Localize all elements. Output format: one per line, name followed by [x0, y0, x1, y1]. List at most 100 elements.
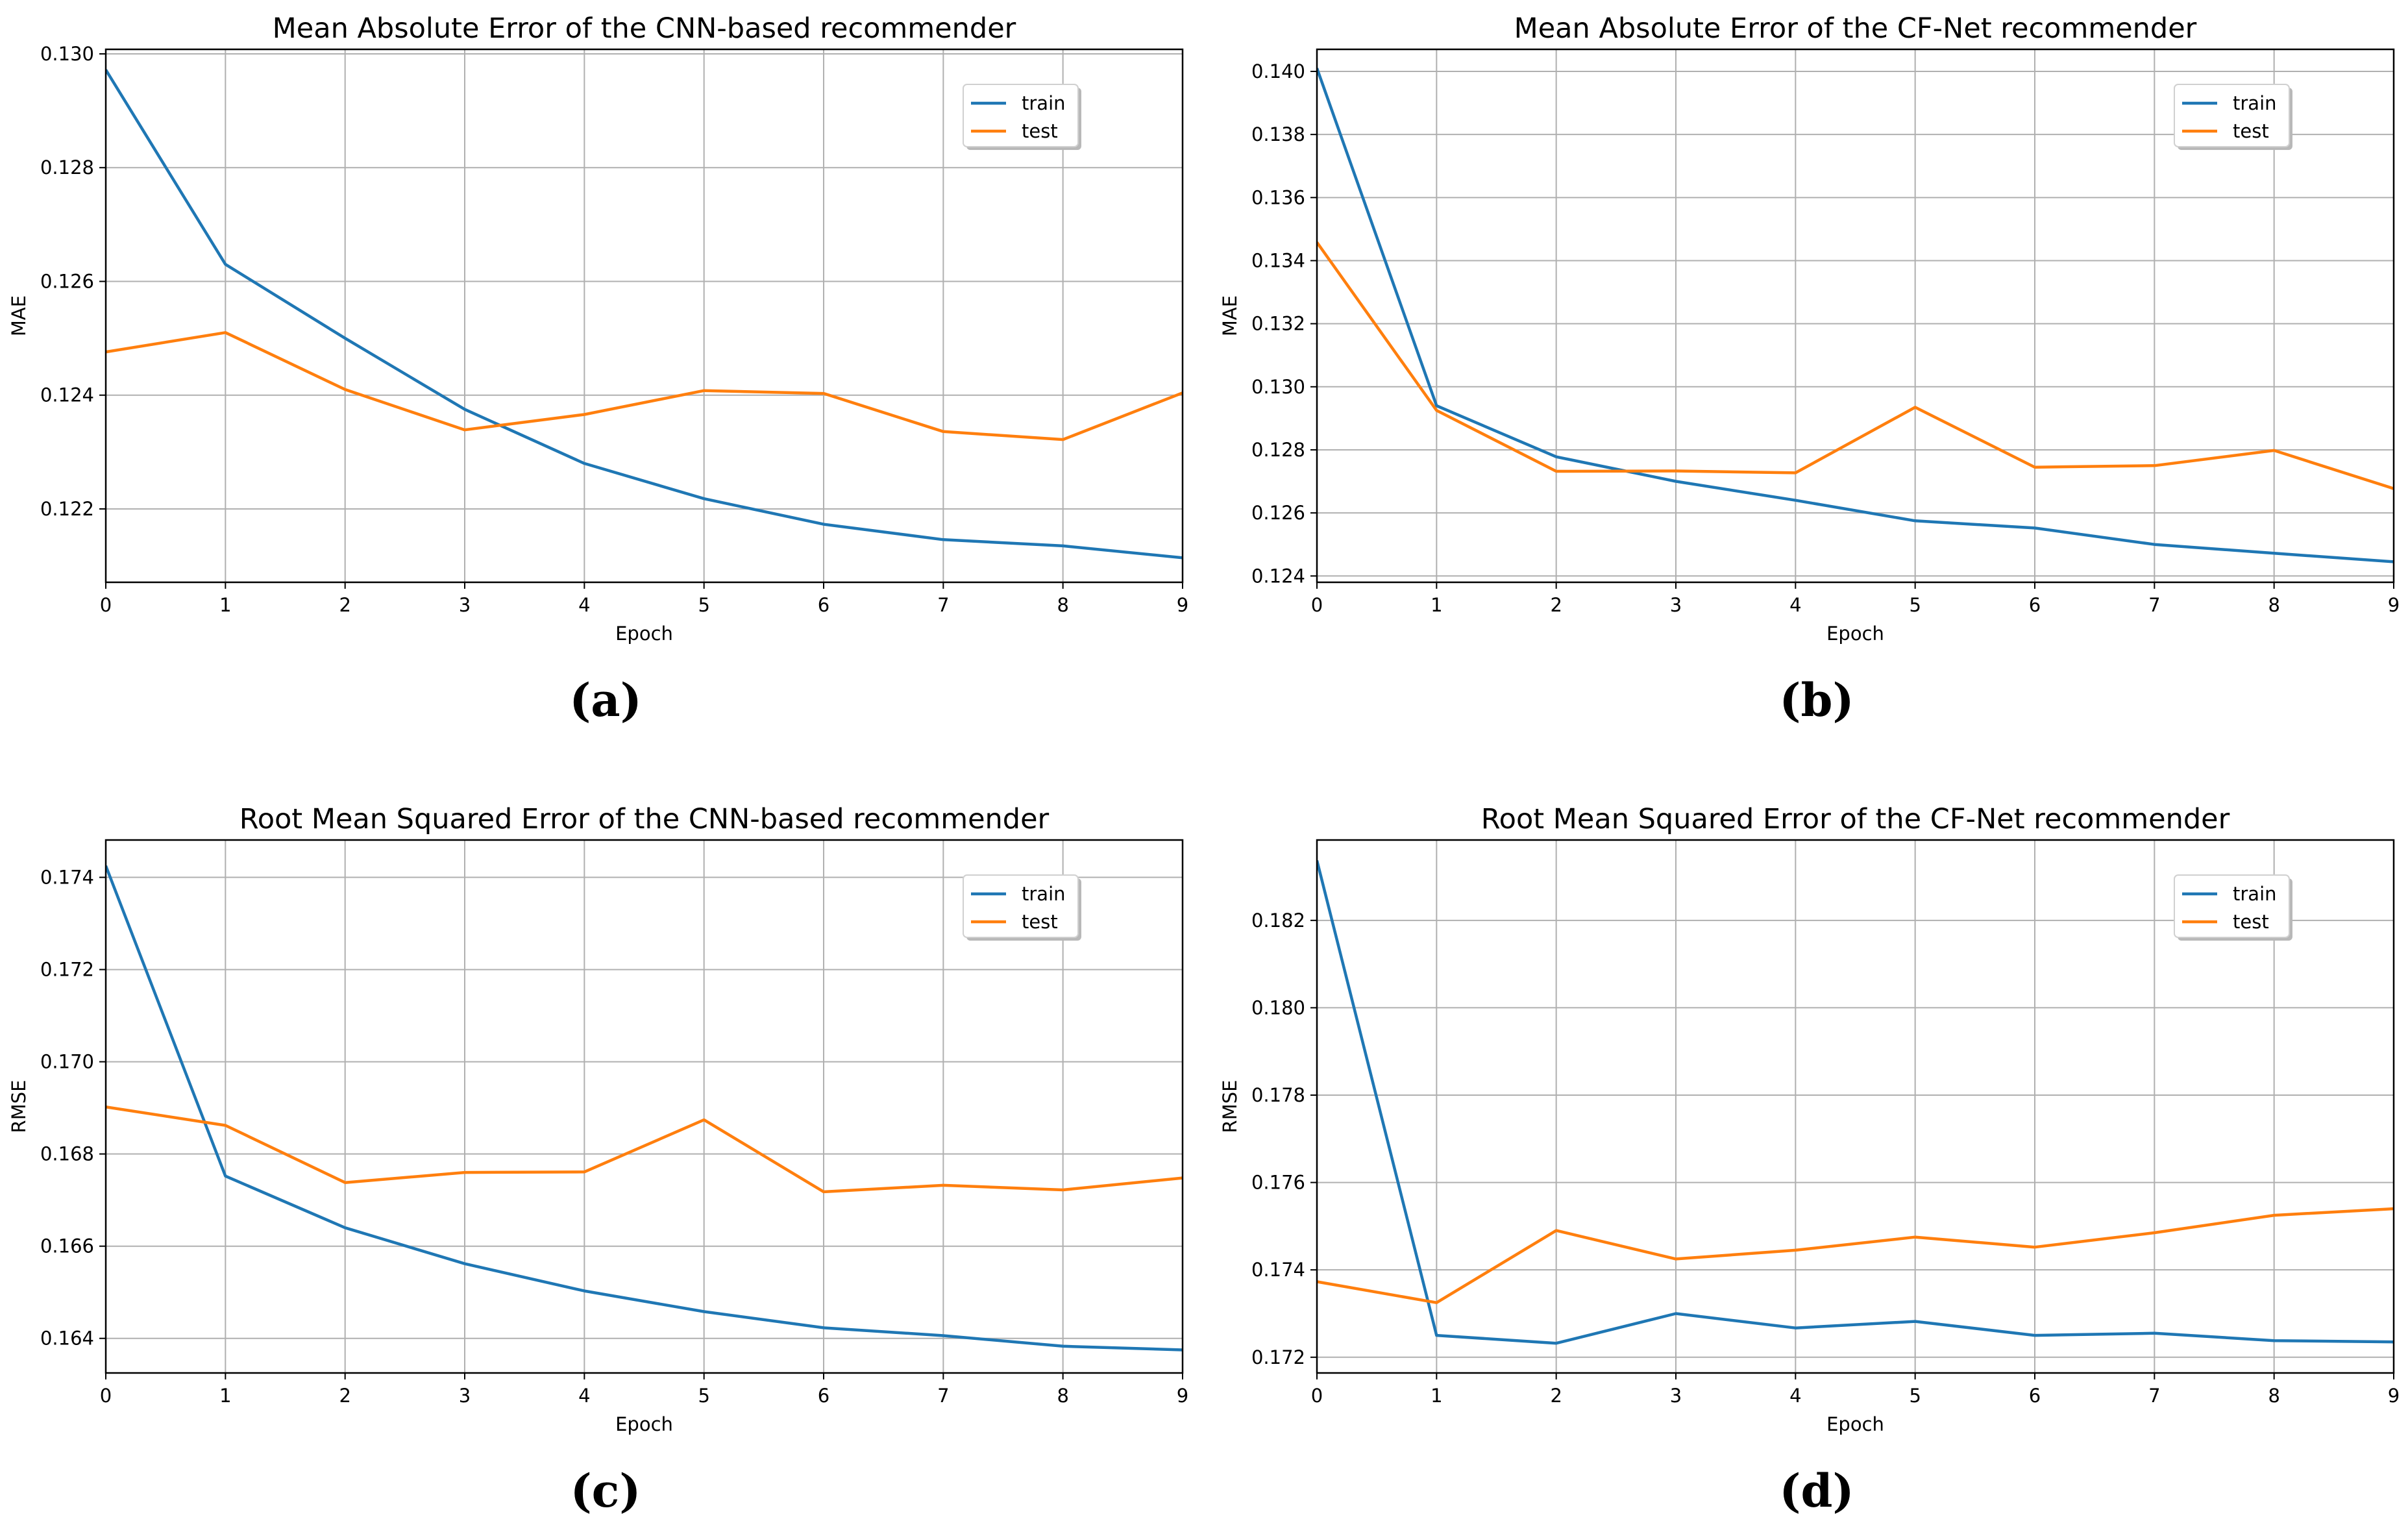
x-tick-label-d-0: 0: [1311, 1385, 1323, 1407]
series-line-c-train: [106, 865, 1183, 1352]
x-tick-label-a-7: 7: [937, 594, 949, 616]
legend-label-d-test: test: [2233, 911, 2269, 933]
y-axis-label-c: RMSE: [8, 1080, 30, 1133]
y-tick-label-b-7: 0.138: [1251, 123, 1305, 145]
series-line-d-test: [1317, 1207, 2394, 1304]
y-tick-label-b-0: 0.124: [1251, 565, 1305, 587]
x-tick-label-b-8: 8: [2268, 594, 2279, 616]
legend-label-a-train: train: [1022, 92, 1066, 114]
y-tick-label-b-4: 0.132: [1251, 313, 1305, 335]
axes-frame-a: [104, 48, 1184, 584]
x-axis-label-c: Epoch: [615, 1413, 673, 1435]
chart-title-a: Mean Absolute Error of the CNN-based rec…: [273, 12, 1016, 45]
x-tick-label-c-6: 6: [818, 1385, 829, 1407]
y-tick-label-d-2: 0.176: [1251, 1172, 1305, 1194]
x-tick-label-d-3: 3: [1670, 1385, 1682, 1407]
x-axis-label-a: Epoch: [615, 623, 673, 645]
y-tick-label-b-2: 0.128: [1251, 439, 1305, 461]
y-tick-label-a-2: 0.126: [40, 270, 94, 292]
y-tick-label-c-2: 0.168: [40, 1143, 94, 1165]
x-tick-label-a-4: 4: [578, 594, 590, 616]
y-tick-label-a-0: 0.122: [40, 498, 94, 520]
x-tick-label-b-3: 3: [1670, 594, 1682, 616]
x-tick-label-d-8: 8: [2268, 1385, 2279, 1407]
series-line-a-test: [106, 331, 1183, 441]
x-tick-label-b-5: 5: [1909, 594, 1921, 616]
chart-panel-a: 0 1 2 3 4 5 6 7 8 9 0.122 0.124 0.126 0.128 0.130 Mean …: [8, 12, 1188, 645]
x-tick-label-b-7: 7: [2148, 594, 2160, 616]
chart-title-c: Root Mean Squared Error of the CNN-based…: [240, 803, 1050, 835]
y-axis-label-b: MAE: [1219, 295, 1241, 336]
y-tick-label-b-3: 0.130: [1251, 376, 1305, 398]
x-tick-label-d-2: 2: [1550, 1385, 1562, 1407]
y-tick-label-c-1: 0.166: [40, 1235, 94, 1257]
x-tick-label-a-6: 6: [818, 594, 829, 616]
series-line-b-test: [1317, 241, 2394, 490]
y-tick-label-b-1: 0.126: [1251, 502, 1305, 524]
legend-label-c-test: test: [1022, 911, 1058, 933]
x-tick-label-d-9: 9: [2388, 1385, 2400, 1407]
x-tick-label-a-9: 9: [1177, 594, 1188, 616]
y-tick-label-c-4: 0.172: [40, 959, 94, 981]
y-tick-label-c-5: 0.174: [40, 867, 94, 889]
x-tick-label-d-7: 7: [2148, 1385, 2160, 1407]
y-tick-label-a-3: 0.128: [40, 156, 94, 179]
legend-d: train test: [2174, 874, 2292, 941]
x-tick-label-c-9: 9: [1177, 1385, 1188, 1407]
y-tick-label-b-6: 0.136: [1251, 186, 1305, 208]
series-line-b-train: [1317, 68, 2394, 563]
legend-label-c-train: train: [1022, 883, 1066, 905]
x-tick-label-c-5: 5: [698, 1385, 709, 1407]
x-tick-label-a-0: 0: [100, 594, 112, 616]
series-line-d-train: [1317, 860, 2394, 1345]
y-tick-label-b-8: 0.140: [1251, 60, 1305, 82]
x-axis-label-d: Epoch: [1826, 1413, 1884, 1435]
chart-title-d: Root Mean Squared Error of the CF-Net re…: [1481, 803, 2230, 835]
chart-panel-c: 0 1 2 3 4 5 6 7 8 9 0.164 0.166 0.168 0.170 0.172 0.174…: [8, 803, 1188, 1435]
caption-d: (d): [1779, 1464, 1854, 1518]
x-tick-label-c-3: 3: [459, 1385, 471, 1407]
legend-b: train test: [2174, 84, 2292, 150]
x-tick-label-c-0: 0: [100, 1385, 112, 1407]
y-tick-label-d-3: 0.178: [1251, 1084, 1305, 1106]
x-tick-label-d-5: 5: [1909, 1385, 1921, 1407]
x-tick-label-b-9: 9: [2388, 594, 2400, 616]
y-tick-label-b-5: 0.134: [1251, 249, 1305, 271]
x-tick-label-c-2: 2: [339, 1385, 350, 1407]
legend-c: train test: [963, 874, 1081, 941]
x-tick-label-a-5: 5: [698, 594, 709, 616]
caption-c: (c): [570, 1464, 641, 1518]
y-tick-label-c-0: 0.164: [40, 1328, 94, 1350]
y-tick-label-a-1: 0.124: [40, 384, 94, 406]
caption-a: (a): [569, 673, 642, 727]
x-tick-label-d-1: 1: [1431, 1385, 1442, 1407]
series-line-a-train: [106, 69, 1183, 560]
y-tick-label-d-1: 0.174: [1251, 1259, 1305, 1281]
x-tick-label-b-4: 4: [1789, 594, 1801, 616]
x-tick-label-b-2: 2: [1550, 594, 1562, 616]
axes-frame-b: [1316, 48, 2395, 584]
caption-b: (b): [1779, 673, 1854, 727]
legend-label-d-train: train: [2233, 883, 2277, 905]
axes-frame-c: [104, 839, 1184, 1374]
legend-label-b-test: test: [2233, 120, 2269, 142]
y-axis-label-a: MAE: [8, 295, 30, 336]
x-tick-label-b-1: 1: [1431, 594, 1442, 616]
x-tick-label-d-4: 4: [1789, 1385, 1801, 1407]
x-tick-label-a-2: 2: [339, 594, 350, 616]
x-tick-label-a-3: 3: [459, 594, 471, 616]
x-axis-label-b: Epoch: [1826, 623, 1884, 645]
x-tick-label-a-8: 8: [1057, 594, 1068, 616]
chart-title-b: Mean Absolute Error of the CF-Net recomm…: [1514, 12, 2197, 45]
legend-label-b-train: train: [2233, 92, 2277, 114]
axes-frame-d: [1316, 839, 2395, 1374]
x-tick-label-a-1: 1: [219, 594, 231, 616]
x-tick-label-c-7: 7: [937, 1385, 949, 1407]
series-line-c-test: [106, 1105, 1183, 1194]
chart-panel-d: 0 1 2 3 4 5 6 7 8 9 0.172 0.174 0.176 0.178 0.180 0.182…: [1219, 803, 2400, 1435]
y-tick-label-d-5: 0.182: [1251, 909, 1305, 932]
y-tick-label-c-3: 0.170: [40, 1051, 94, 1073]
x-tick-label-c-4: 4: [578, 1385, 590, 1407]
y-axis-label-d: RMSE: [1219, 1080, 1241, 1133]
